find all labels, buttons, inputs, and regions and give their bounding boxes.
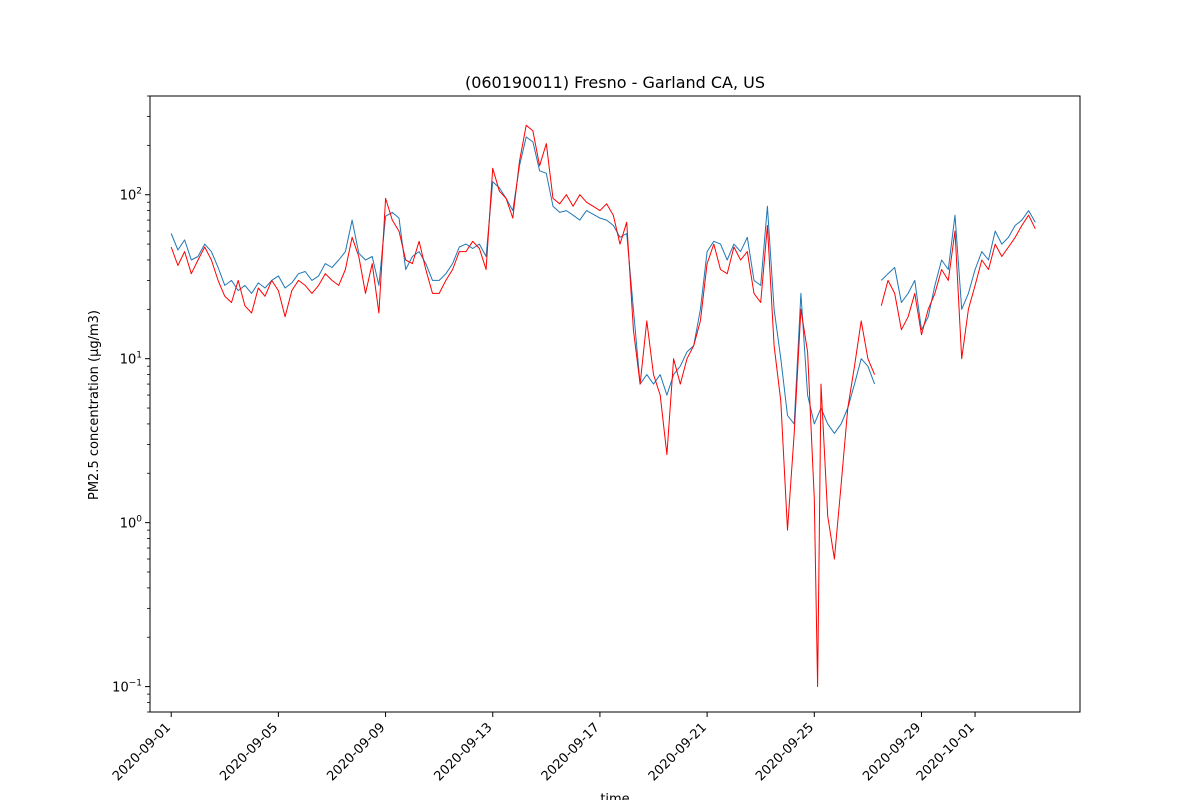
x-tick-label: 2020-09-05 [217, 720, 281, 784]
plot-frame [149, 95, 1081, 713]
series-line-0 [170, 136, 876, 434]
series-line-2 [170, 124, 876, 688]
y-tick-label: 101 [120, 351, 142, 368]
x-axis: 2020-09-01 2020-09-05 2020-09-09 2020-09-13… [110, 712, 978, 784]
series-line-1 [880, 210, 1036, 331]
x-tick-label: 2020-09-21 [646, 720, 710, 784]
x-tick-label: 2020-10-01 [914, 720, 978, 784]
y-tick-label: 100 [120, 515, 143, 532]
y-axis: 10−1 100 101 102 [112, 95, 150, 713]
series-layer [170, 124, 1036, 688]
x-tick-label: 2020-09-01 [110, 720, 174, 784]
y-tick-label: 10−1 [112, 679, 142, 696]
x-tick-label: 2020-09-17 [539, 720, 603, 784]
x-tick-label: 2020-09-13 [432, 720, 496, 784]
y-axis-label: PM2.5 concentration (µg/m3) [87, 310, 102, 500]
x-axis-label: time [600, 792, 629, 800]
series-line-3 [880, 214, 1036, 360]
y-tick-label: 102 [120, 187, 142, 204]
x-tick-label: 2020-09-25 [753, 720, 817, 784]
x-tick-label: 2020-09-09 [324, 720, 388, 784]
chart-title: (060190011) Fresno - Garland CA, US [465, 73, 765, 92]
